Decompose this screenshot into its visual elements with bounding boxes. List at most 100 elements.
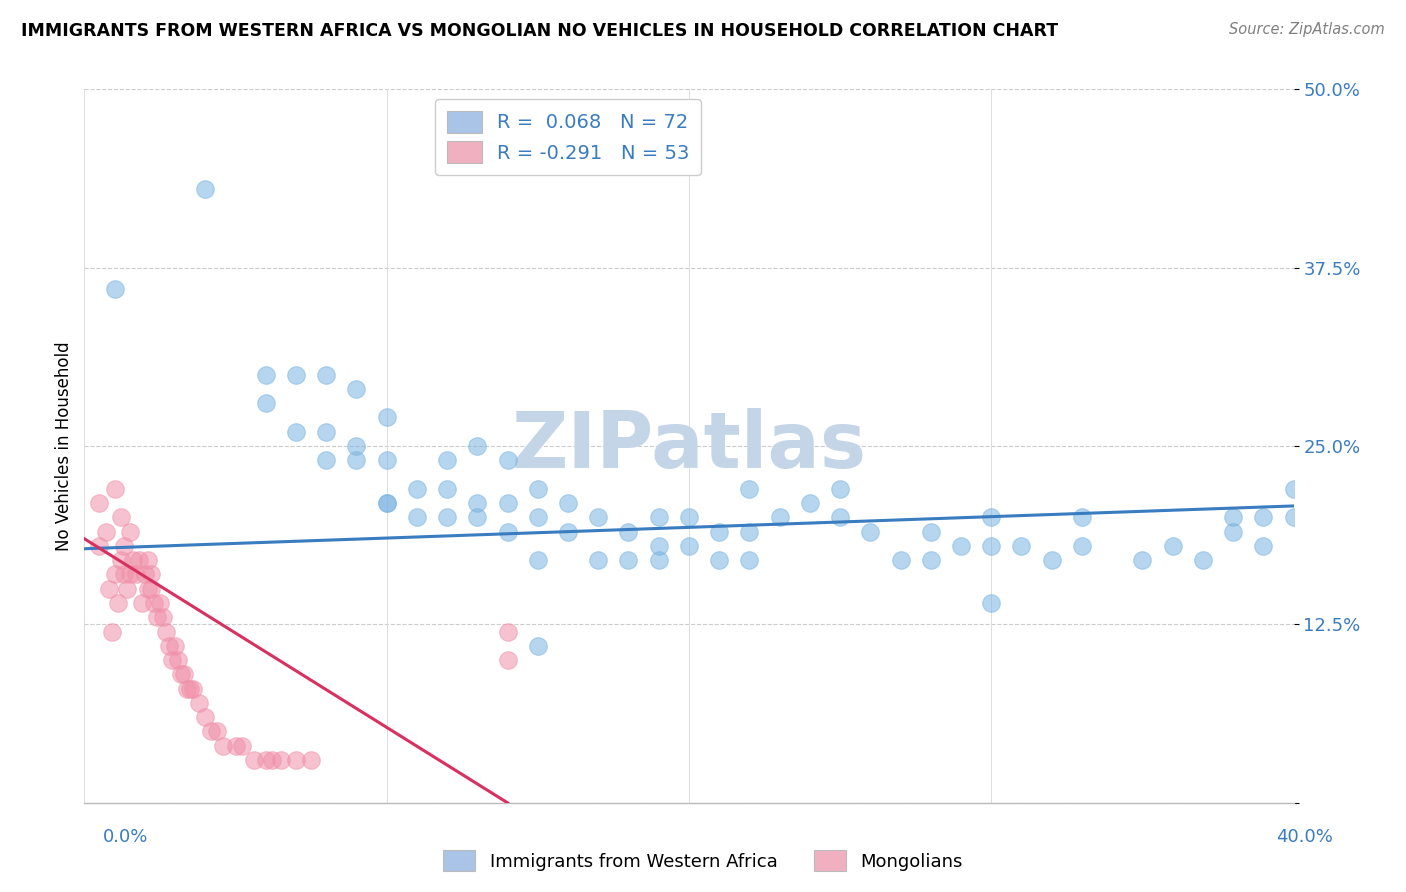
Point [617, 553, 640, 567]
Point [104, 282, 127, 296]
Point [212, 739, 235, 753]
Point [179, 681, 201, 696]
Point [176, 681, 198, 696]
Point [1222, 524, 1244, 539]
Point [139, 567, 162, 582]
Point [188, 696, 211, 710]
Point [225, 739, 247, 753]
Point [799, 496, 821, 510]
Point [346, 382, 368, 396]
Point [97, 582, 120, 596]
Point [1161, 539, 1184, 553]
Point [110, 553, 132, 567]
Point [104, 482, 127, 496]
Point [136, 582, 159, 596]
Point [738, 524, 761, 539]
Point [1222, 510, 1244, 524]
Point [149, 596, 172, 610]
Point [467, 510, 489, 524]
Point [920, 553, 942, 567]
Point [315, 425, 337, 439]
Text: 0.0%: 0.0% [103, 828, 148, 846]
Point [115, 582, 138, 596]
Point [242, 753, 264, 767]
Point [170, 667, 193, 681]
Point [890, 553, 912, 567]
Point [859, 524, 882, 539]
Point [100, 624, 122, 639]
Point [769, 510, 792, 524]
Point [1011, 539, 1033, 553]
Point [648, 510, 671, 524]
Point [167, 653, 190, 667]
Legend: R =  0.068   N = 72, R = -0.291   N = 53: R = 0.068 N = 72, R = -0.291 N = 53 [434, 99, 702, 175]
Point [709, 524, 731, 539]
Point [194, 710, 217, 724]
Point [94, 524, 117, 539]
Point [496, 524, 519, 539]
Point [112, 539, 135, 553]
Point [436, 510, 458, 524]
Point [980, 596, 1002, 610]
Point [146, 610, 169, 624]
Point [260, 753, 283, 767]
Point [467, 496, 489, 510]
Point [375, 496, 398, 510]
Point [1071, 510, 1094, 524]
Point [142, 596, 165, 610]
Point [346, 453, 368, 467]
Point [270, 753, 292, 767]
Point [617, 524, 640, 539]
Point [200, 724, 222, 739]
Point [1253, 539, 1275, 553]
Point [527, 553, 550, 567]
Point [89, 496, 111, 510]
Point [1282, 482, 1305, 496]
Point [160, 653, 183, 667]
Legend: Immigrants from Western Africa, Mongolians: Immigrants from Western Africa, Mongolia… [436, 843, 970, 879]
Point [173, 667, 195, 681]
Text: ZIPatlas: ZIPatlas [512, 408, 866, 484]
Point [406, 482, 429, 496]
Text: IMMIGRANTS FROM WESTERN AFRICA VS MONGOLIAN NO VEHICLES IN HOUSEHOLD CORRELATION: IMMIGRANTS FROM WESTERN AFRICA VS MONGOL… [21, 22, 1059, 40]
Point [139, 582, 162, 596]
Y-axis label: No Vehicles in Household: No Vehicles in Household [55, 341, 73, 551]
Point [980, 539, 1002, 553]
Point [830, 510, 852, 524]
Point [165, 639, 187, 653]
Point [110, 510, 132, 524]
Point [830, 482, 852, 496]
Point [648, 553, 671, 567]
Point [496, 496, 519, 510]
Point [207, 724, 229, 739]
Point [588, 510, 610, 524]
Point [194, 182, 217, 196]
Point [527, 639, 550, 653]
Point [738, 553, 761, 567]
Point [557, 496, 579, 510]
Point [104, 567, 127, 582]
Point [254, 753, 277, 767]
Point [950, 539, 973, 553]
Point [299, 753, 322, 767]
Point [315, 368, 337, 382]
Point [467, 439, 489, 453]
Point [1282, 510, 1305, 524]
Point [496, 624, 519, 639]
Point [346, 439, 368, 453]
Point [709, 553, 731, 567]
Point [406, 510, 429, 524]
Point [118, 524, 141, 539]
Point [125, 567, 148, 582]
Point [89, 539, 111, 553]
Point [557, 524, 579, 539]
Text: 40.0%: 40.0% [1277, 828, 1333, 846]
Point [648, 539, 671, 553]
Point [496, 653, 519, 667]
Point [588, 553, 610, 567]
Point [980, 510, 1002, 524]
Point [1192, 553, 1215, 567]
Point [315, 453, 337, 467]
Point [738, 482, 761, 496]
Point [436, 482, 458, 496]
